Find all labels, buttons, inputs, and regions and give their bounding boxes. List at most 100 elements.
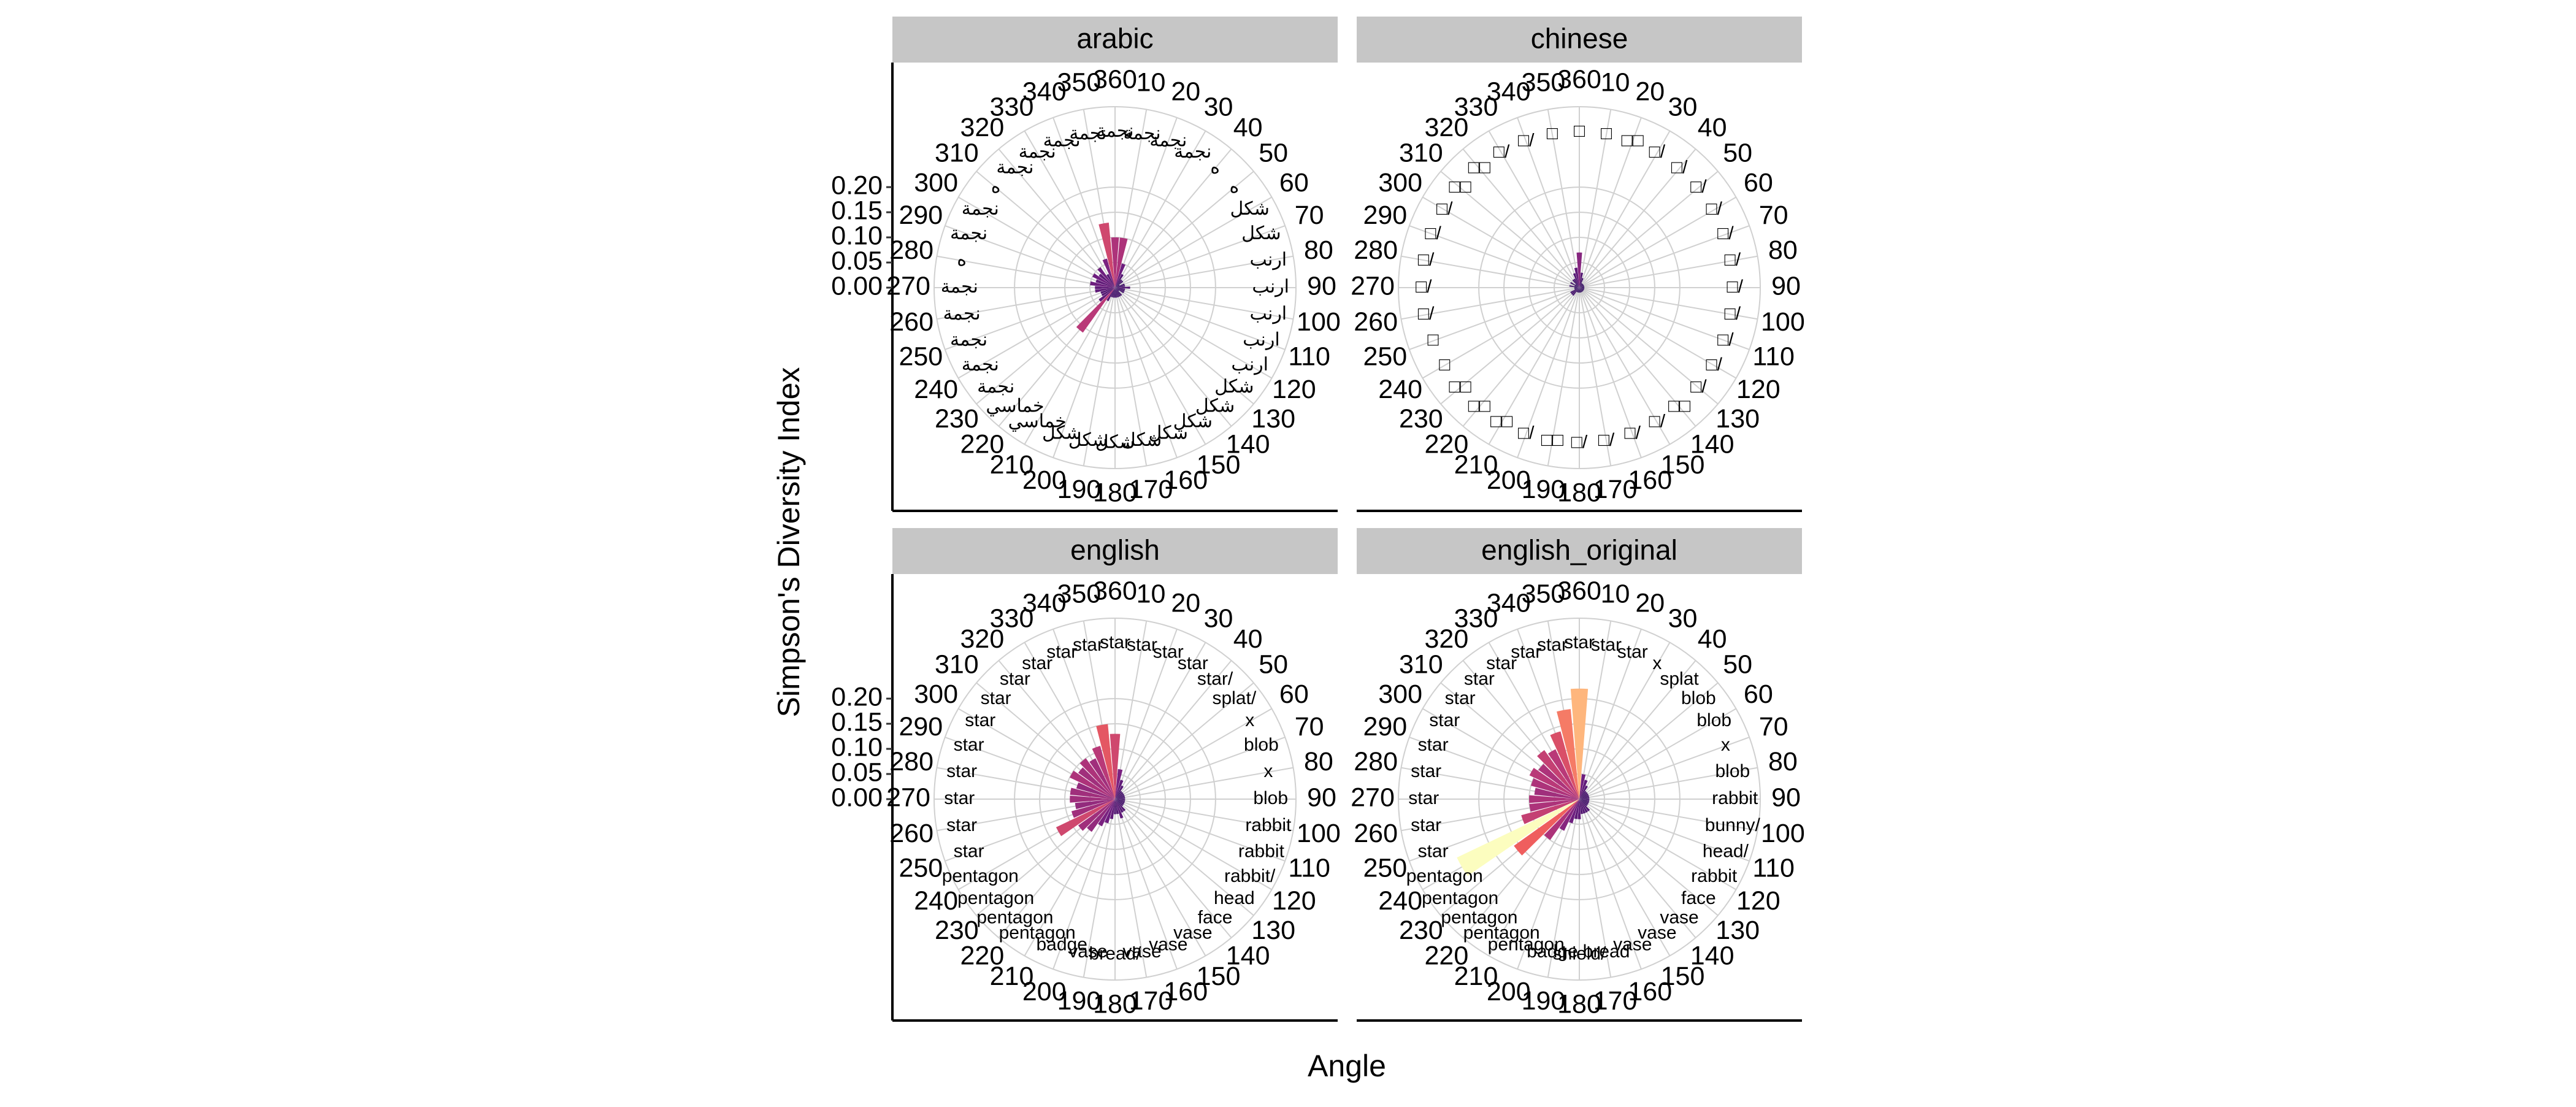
angle-annotation: □/ (1717, 330, 1734, 350)
x-tick-label: 40 (1698, 113, 1727, 142)
angle-annotation: □/ (1706, 199, 1722, 219)
bar (1544, 799, 1579, 840)
angle-annotation: ارنب (1252, 277, 1289, 297)
y-tick-label: 0.05 (831, 246, 883, 275)
angle-annotation: vase (1068, 941, 1107, 962)
bar (1579, 272, 1584, 288)
x-tick-label: 300 (914, 680, 958, 709)
x-tick-label: 270 (1351, 271, 1395, 301)
x-tick-label: 220 (1425, 430, 1469, 459)
bar (1579, 774, 1586, 799)
grid-spoke (1517, 287, 1580, 458)
x-tick-label: 330 (1454, 93, 1498, 122)
grid-spoke (1114, 799, 1254, 916)
x-tick-label: 350 (1522, 579, 1566, 608)
bar (1115, 283, 1125, 288)
x-tick-label: 110 (1752, 342, 1795, 372)
angle-annotation: خماسي (1008, 412, 1067, 432)
angle-annotation: ارنب (1250, 250, 1287, 270)
bar (1573, 273, 1579, 288)
bar (1115, 785, 1124, 799)
angle-annotation: شكل (1214, 377, 1254, 397)
x-tick-label: 20 (1635, 589, 1665, 618)
bar (1574, 287, 1579, 288)
x-tick-label: 90 (1307, 271, 1336, 301)
grid-spoke (1114, 799, 1148, 978)
angle-annotation: blob (1253, 788, 1288, 808)
grid-spoke (1114, 287, 1232, 427)
facet-title: english_original (1481, 534, 1677, 566)
bar (1115, 288, 1125, 291)
bar (1579, 286, 1585, 288)
grid-spoke (1579, 131, 1671, 288)
bar (1537, 749, 1579, 799)
bar (1579, 283, 1583, 288)
x-tick-label: 60 (1279, 680, 1309, 709)
grid-spoke (1579, 287, 1758, 320)
x-tick-label: 180 (1093, 478, 1137, 507)
angle-annotation: pentagon (1406, 866, 1483, 886)
bar (1071, 799, 1115, 818)
x-tick-label: 300 (914, 168, 958, 197)
angle-annotation: star (1022, 653, 1052, 673)
angle-annotation: □/ (1671, 158, 1688, 178)
bar (1115, 288, 1119, 291)
x-tick-label: 150 (1197, 450, 1241, 480)
x-tick-label: 30 (1668, 604, 1698, 634)
y-tick-label: 0.15 (831, 196, 883, 225)
grid-spoke (1579, 799, 1736, 891)
x-tick-label: 180 (1557, 478, 1601, 507)
y-tick-label: 0.20 (831, 682, 883, 711)
angle-annotation: نجمة (1174, 142, 1211, 162)
x-tick-label: 240 (914, 886, 958, 916)
bar (1115, 286, 1130, 289)
bar (1115, 799, 1125, 802)
x-tick-label: 270 (1351, 783, 1395, 812)
grid-spoke (1579, 287, 1671, 445)
bar (1092, 273, 1115, 288)
bar (1579, 288, 1582, 293)
x-tick-label: 170 (1593, 986, 1638, 1016)
x-tick-label: 330 (990, 93, 1034, 122)
grid-spoke (1579, 799, 1642, 970)
x-tick-label: 230 (1399, 404, 1443, 434)
bar (1106, 274, 1115, 288)
angle-annotation: شكل (1042, 423, 1081, 443)
angle-annotation: splat/ (1212, 688, 1256, 708)
angle-annotation: bread (1583, 941, 1630, 962)
bar (1111, 237, 1119, 288)
angle-annotation: star (1046, 642, 1077, 662)
x-tick-label: 80 (1304, 747, 1333, 776)
grid-spoke (1114, 196, 1272, 288)
grid-spoke (1579, 117, 1642, 288)
angle-annotation: نجمة (962, 199, 999, 219)
bar (1575, 284, 1579, 288)
angle-annotation: نجمة (996, 158, 1033, 178)
x-tick-label: 80 (1768, 236, 1798, 265)
grid-spoke (1462, 287, 1580, 427)
x-tick-label: 260 (889, 307, 933, 337)
strip (892, 528, 1338, 574)
bar (1115, 237, 1128, 288)
angle-annotation: bunny/ (1705, 815, 1761, 835)
x-tick-label: 240 (1378, 375, 1422, 404)
angle-annotation: star (1429, 710, 1460, 730)
bar (1056, 799, 1115, 837)
bar (1579, 288, 1584, 291)
grid-spoke (1114, 287, 1206, 445)
y-tick-label: 0.20 (831, 170, 883, 200)
grid-spoke (1114, 170, 1254, 288)
bar (1100, 288, 1115, 294)
bar (1106, 288, 1115, 302)
x-tick-label: 100 (1761, 307, 1805, 337)
x-tick-label: 260 (1354, 307, 1398, 337)
x-tick-label: 340 (1022, 589, 1067, 618)
angle-annotation: □/ (1625, 423, 1641, 443)
angle-annotation: star (1153, 642, 1184, 662)
x-tick-label: 120 (1736, 375, 1781, 404)
angle-annotation: head (1214, 888, 1255, 908)
angle-annotation: blob (1715, 761, 1750, 781)
x-tick-label: 190 (1057, 986, 1102, 1016)
grid-spoke (945, 287, 1116, 350)
angle-annotation: rabbit (1691, 866, 1738, 886)
